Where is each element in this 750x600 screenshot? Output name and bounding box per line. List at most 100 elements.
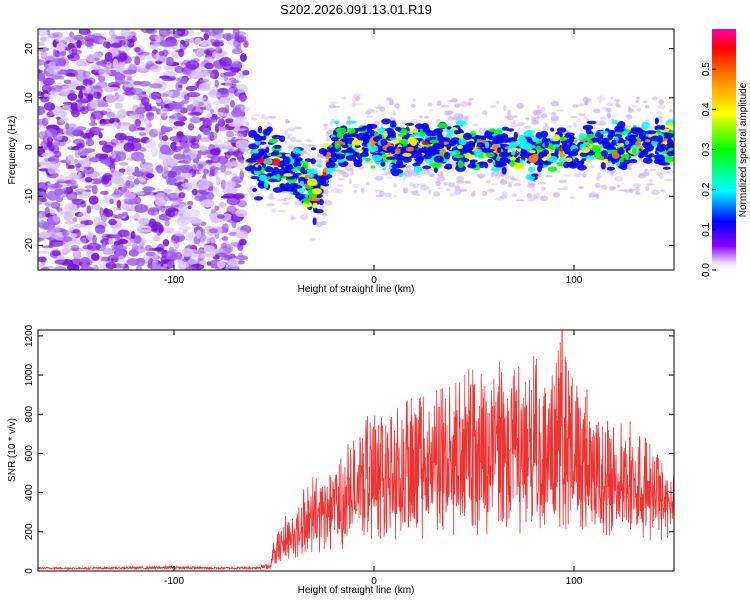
- heatmap-blob: [227, 160, 241, 164]
- heatmap-blob: [166, 157, 175, 165]
- heatmap-blob: [217, 260, 226, 269]
- heatmap-blob: [119, 52, 128, 61]
- heatmap-blob: [232, 172, 238, 179]
- heatmap-blob: [410, 103, 416, 108]
- heatmap-blob: [606, 102, 614, 107]
- heatmap-blob: [507, 181, 513, 184]
- heatmap-blob: [299, 188, 304, 194]
- heatmap-blob: [626, 114, 633, 120]
- heatmap-blob: [265, 166, 273, 171]
- heatmap-blob: [181, 99, 190, 104]
- heatmap-blob: [502, 126, 509, 131]
- heatmap-blob: [78, 70, 84, 77]
- heatmap-blob: [434, 155, 444, 161]
- heatmap-blob: [299, 180, 305, 186]
- heatmap-blob: [130, 138, 141, 143]
- heatmap-blob: [95, 52, 103, 59]
- heatmap-blob: [105, 94, 116, 104]
- heatmap-blob: [266, 195, 274, 200]
- heatmap-blob: [579, 152, 589, 158]
- heatmap-blob: [132, 95, 139, 100]
- x-tick-label: 0: [371, 576, 377, 587]
- heatmap-blob: [134, 169, 148, 178]
- heatmap-blob: [257, 170, 262, 175]
- heatmap-blob: [237, 116, 248, 120]
- heatmap-blob: [510, 122, 519, 128]
- heatmap-blob: [563, 174, 571, 177]
- heatmap-blob: [250, 192, 255, 199]
- heatmap-blob: [228, 122, 239, 127]
- heatmap-blob: [126, 76, 133, 81]
- heatmap-blob: [236, 128, 247, 132]
- heatmap-blob: [95, 61, 105, 66]
- heatmap-blob: [111, 226, 117, 235]
- heatmap-blob: [111, 244, 122, 250]
- heatmap-blob: [44, 128, 58, 138]
- heatmap-blob: [405, 165, 411, 171]
- heatmap-blob: [485, 152, 495, 158]
- heatmap-blob: [222, 252, 232, 261]
- heatmap-blob: [279, 160, 285, 168]
- heatmap-blob: [220, 72, 227, 78]
- heatmap-blob: [50, 210, 56, 216]
- heatmap-blob: [494, 164, 503, 168]
- heatmap-blob: [67, 43, 75, 49]
- heatmap-blob: [139, 147, 147, 152]
- heatmap-blob: [610, 96, 614, 100]
- heatmap-blob: [625, 153, 630, 161]
- heatmap-blob: [583, 115, 588, 120]
- heatmap-blob: [402, 152, 412, 157]
- heatmap-blob: [404, 122, 415, 126]
- heatmap-blob: [402, 156, 412, 163]
- heatmap-blob: [85, 139, 95, 147]
- heatmap-blob: [514, 182, 522, 187]
- heatmap-blob: [322, 213, 328, 217]
- heatmap-blob: [450, 137, 461, 145]
- heatmap-blob: [39, 191, 48, 199]
- heatmap-blob: [632, 128, 644, 134]
- heatmap-blob: [205, 252, 216, 258]
- heatmap-blob: [187, 123, 195, 131]
- heatmap-blob: [282, 156, 291, 165]
- heatmap-blob: [197, 163, 204, 170]
- heatmap-blob: [41, 197, 47, 203]
- heatmap-blob: [173, 120, 185, 127]
- heatmap-blob: [84, 38, 94, 47]
- heatmap-blob: [224, 152, 231, 159]
- heatmap-blob: [130, 215, 140, 219]
- colorbar-tick-label: 0.4: [701, 102, 712, 116]
- heatmap-blob: [667, 138, 674, 146]
- heatmap-blob: [225, 104, 230, 114]
- heatmap-blob: [620, 162, 628, 171]
- heatmap-blob: [597, 139, 603, 145]
- heatmap-blob: [616, 142, 625, 147]
- heatmap-blob: [70, 102, 79, 112]
- heatmap-blob: [315, 221, 323, 228]
- heatmap-blob: [629, 188, 634, 194]
- heatmap-blob: [456, 180, 465, 184]
- heatmap-blob: [119, 186, 128, 193]
- heatmap-blob: [144, 124, 150, 135]
- heatmap-blob: [637, 151, 645, 159]
- heatmap-blob: [196, 229, 202, 239]
- heatmap-blob: [267, 153, 272, 156]
- heatmap-blob: [346, 120, 357, 124]
- heatmap-blob: [616, 184, 621, 188]
- heatmap-blob: [379, 126, 384, 135]
- heatmap-blob: [48, 147, 55, 151]
- heatmap-blob: [91, 65, 101, 71]
- heatmap-blob: [597, 95, 606, 101]
- heatmap-blob: [476, 173, 486, 179]
- heatmap-blob: [651, 96, 658, 101]
- heatmap-blob: [329, 101, 339, 105]
- heatmap-blob: [100, 159, 111, 164]
- heatmap-blob: [531, 173, 539, 177]
- heatmap-blob: [155, 98, 162, 104]
- heatmap-blob: [595, 132, 602, 138]
- heatmap-blob: [88, 157, 101, 163]
- heatmap-blob: [185, 233, 193, 242]
- heatmap-blob: [268, 138, 278, 144]
- heatmap-blob: [253, 135, 264, 142]
- heatmap-blob: [42, 222, 55, 231]
- heatmap-blob: [429, 162, 436, 167]
